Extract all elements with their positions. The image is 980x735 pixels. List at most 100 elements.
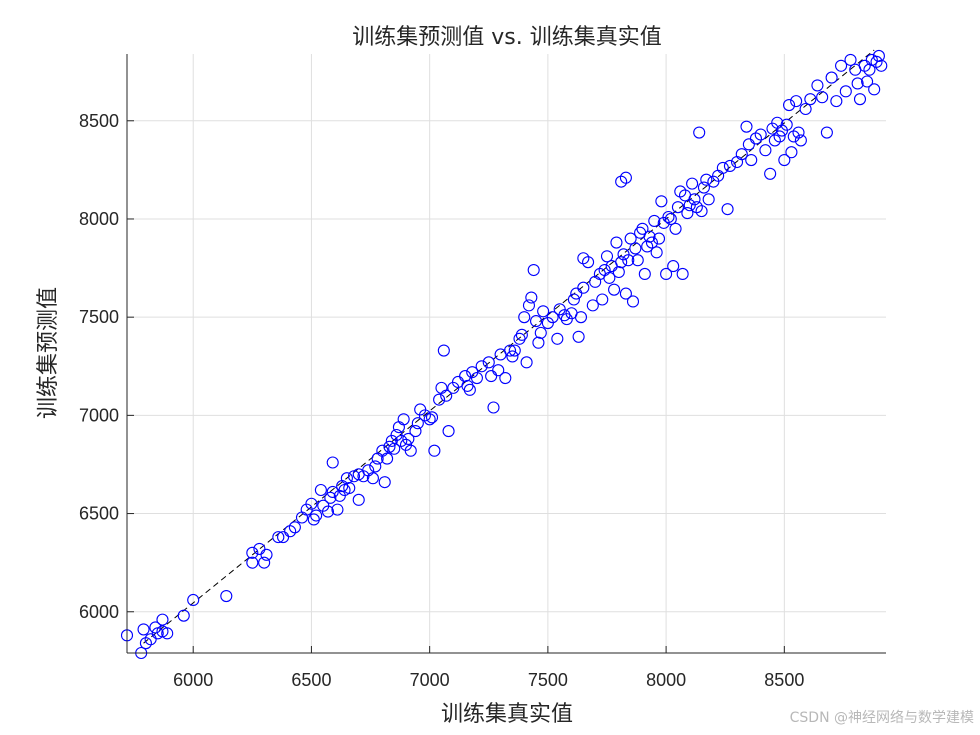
data-point	[686, 177, 699, 190]
data-point	[409, 425, 422, 438]
data-point	[792, 126, 805, 139]
data-point	[567, 293, 580, 306]
data-point	[352, 493, 365, 506]
data-point	[612, 265, 625, 279]
data-point	[331, 503, 344, 516]
data-point	[700, 173, 713, 186]
data-point	[520, 356, 533, 369]
data-point	[872, 49, 885, 63]
data-point	[397, 413, 410, 426]
data-point	[156, 613, 169, 626]
data-point	[825, 71, 838, 84]
data-point	[378, 476, 391, 489]
x-tick-label: 7500	[528, 670, 568, 690]
data-point	[402, 432, 415, 445]
data-point	[508, 344, 521, 357]
data-point	[773, 130, 786, 143]
data-point	[470, 371, 483, 385]
data-point	[433, 393, 446, 406]
data-point	[721, 203, 734, 216]
data-point	[638, 267, 651, 281]
data-point	[702, 193, 715, 206]
data-point	[527, 263, 540, 277]
data-point	[759, 144, 772, 157]
data-point	[161, 627, 174, 640]
data-point	[655, 195, 668, 208]
data-point	[366, 472, 379, 485]
data-point	[246, 546, 259, 559]
data-point	[785, 146, 798, 159]
data-point	[660, 267, 673, 281]
data-point	[534, 326, 547, 339]
data-point	[835, 59, 848, 72]
y-tick-labels: 6000 6500 7000 7500 8000 8500	[79, 111, 119, 622]
data-point	[844, 53, 857, 66]
data-point	[411, 417, 424, 430]
data-point	[799, 102, 812, 116]
y-tick-label: 7500	[79, 307, 119, 327]
data-point	[551, 332, 564, 345]
data-point	[499, 371, 512, 385]
data-point	[740, 120, 753, 133]
data-point	[603, 271, 616, 284]
data-point	[596, 293, 609, 306]
data-point	[503, 344, 517, 357]
y-tick-label: 8500	[79, 111, 119, 131]
data-point	[340, 472, 353, 485]
x-tick-label: 8500	[764, 670, 804, 690]
data-point	[851, 77, 864, 90]
data-point	[144, 633, 157, 646]
data-point	[816, 91, 829, 104]
data-point	[645, 236, 658, 249]
data-point	[369, 460, 382, 473]
data-point	[305, 497, 318, 510]
data-point	[572, 330, 585, 343]
data-point	[532, 336, 545, 349]
data-point	[518, 311, 531, 324]
data-point	[404, 444, 417, 457]
data-point	[260, 548, 273, 561]
data-point	[764, 167, 777, 180]
axes	[126, 54, 886, 654]
x-tick-label: 6500	[291, 670, 331, 690]
data-point	[343, 481, 356, 495]
y-axis-label: 训练集预测值	[36, 287, 61, 419]
data-point	[537, 305, 550, 318]
data-point	[853, 93, 867, 106]
data-point	[693, 126, 706, 139]
data-point	[522, 299, 536, 312]
x-axis-label: 训练集真实值	[441, 702, 573, 727]
data-point	[277, 531, 290, 544]
data-point	[577, 281, 590, 294]
data-point	[485, 370, 498, 383]
data-point	[716, 161, 729, 174]
data-point	[643, 230, 656, 243]
data-point	[804, 93, 817, 106]
data-point	[137, 623, 150, 636]
data-points	[120, 49, 888, 660]
data-point	[440, 389, 453, 402]
data-point	[626, 295, 640, 308]
data-point	[442, 425, 455, 438]
y-tick-label: 7000	[79, 405, 119, 425]
data-point	[830, 95, 843, 108]
data-point	[326, 456, 339, 469]
data-point	[582, 256, 595, 269]
data-point	[662, 210, 675, 224]
data-point	[321, 505, 335, 518]
data-point	[783, 99, 796, 112]
data-point	[220, 589, 233, 603]
data-point	[463, 383, 476, 396]
data-point	[487, 401, 500, 414]
grid-lines	[127, 54, 886, 653]
data-point	[425, 411, 439, 424]
data-point	[861, 75, 874, 88]
chart-title: 训练集预测值 vs. 训练集真实值	[352, 25, 661, 50]
data-point	[574, 311, 588, 324]
data-point	[780, 118, 793, 131]
data-point	[525, 291, 538, 304]
data-point	[515, 328, 528, 341]
data-point	[754, 128, 767, 141]
data-point	[482, 356, 495, 369]
data-point	[615, 256, 628, 269]
